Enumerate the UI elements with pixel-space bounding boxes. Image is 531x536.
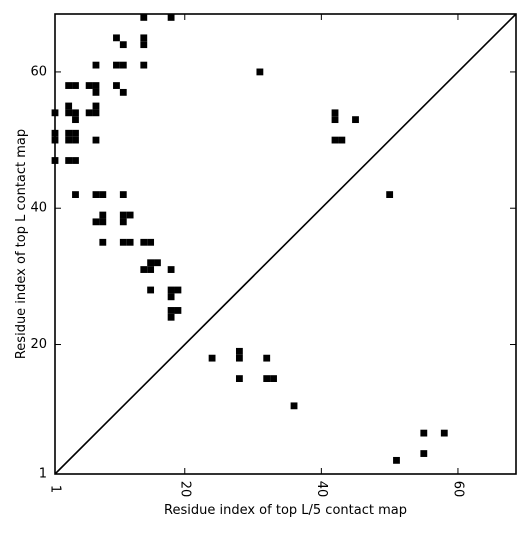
contact-cell-top-L5	[420, 450, 428, 457]
contact-cell-top-L	[65, 82, 73, 89]
contact-cell-top-L5	[263, 354, 271, 362]
contact-cell-top-L	[119, 211, 127, 219]
contact-cell-top-L	[65, 129, 73, 137]
contact-cell-top-L5	[290, 402, 298, 410]
contact-cell-top-L	[140, 266, 148, 273]
contact-cell-top-L	[140, 14, 148, 21]
contact-cell-top-L	[147, 259, 155, 267]
contact-cell-top-L	[99, 211, 107, 219]
contact-cell-top-L5	[235, 354, 243, 362]
contact-cell-top-L	[92, 218, 100, 226]
diagonal-line	[54, 13, 517, 475]
contact-cell-top-L	[140, 61, 148, 69]
contact-cell-top-L	[113, 61, 120, 69]
contact-cell-top-L	[113, 34, 120, 42]
contact-cell-top-L	[72, 82, 79, 89]
contact-cell-top-L	[92, 61, 100, 69]
contact-cell-top-L	[256, 68, 264, 76]
contact-cell-top-L	[174, 307, 182, 314]
contact-cell-top-L	[65, 136, 73, 144]
contact-cell-top-L5	[420, 429, 428, 437]
contact-cell-top-L	[154, 259, 161, 267]
contact-cell-top-L	[119, 238, 127, 246]
contact-cell-top-L5	[393, 456, 400, 464]
y-tick-label: 20	[30, 337, 47, 352]
contact-cell-top-L	[119, 88, 127, 96]
contact-cell-top-L	[72, 109, 79, 117]
contact-cell-top-L	[92, 136, 100, 144]
contact-cell-top-L	[167, 313, 175, 321]
contact-cell-top-L	[167, 286, 175, 294]
contact-cell-top-L	[352, 116, 359, 124]
contact-cell-top-L	[92, 109, 100, 117]
contact-cell-top-L5	[208, 354, 216, 362]
y-tick-label: 60	[30, 64, 47, 79]
contact-cell-top-L	[119, 61, 127, 69]
contact-cell-top-L5	[235, 347, 243, 355]
contact-cell-top-L	[99, 218, 107, 226]
contact-cell-top-L	[331, 136, 339, 144]
x-axis-label: Residue index of top L/5 contact map	[164, 503, 407, 518]
contact-cell-top-L	[119, 218, 127, 226]
contact-cell-top-L	[92, 82, 100, 89]
x-tick-label: 60	[450, 481, 465, 498]
contact-cell-top-L	[147, 286, 155, 294]
contact-cell-top-L	[386, 191, 394, 198]
contact-cell-top-L	[99, 238, 107, 246]
contact-cell-top-L	[113, 82, 120, 89]
contact-cell-top-L	[167, 266, 175, 273]
cells-layer	[51, 14, 448, 464]
contact-cell-top-L	[72, 129, 79, 137]
contact-cell-top-L5	[263, 375, 271, 382]
contact-cell-top-L	[99, 191, 107, 198]
y-tick-label: 40	[30, 201, 47, 216]
x-tick-label: 20	[177, 481, 192, 498]
contact-cell-top-L	[174, 286, 182, 294]
plot-frame	[54, 13, 517, 475]
contact-cell-top-L	[92, 102, 100, 110]
contact-cell-top-L5	[440, 429, 448, 437]
contact-cell-top-L	[72, 136, 79, 144]
contact-cell-top-L	[65, 157, 73, 164]
contact-cell-top-L	[72, 157, 79, 164]
contact-cell-top-L	[331, 116, 339, 124]
contact-cell-top-L	[85, 82, 93, 89]
contact-cell-top-L	[167, 14, 175, 21]
x-tick-label: 40	[314, 481, 329, 498]
contact-cell-top-L	[167, 307, 175, 314]
y-axis-label: Residue index of top L contact map	[14, 129, 29, 359]
contact-cell-top-L	[65, 109, 73, 117]
contact-cell-top-L5	[270, 375, 277, 382]
contact-cell-top-L	[140, 41, 148, 49]
contact-cell-top-L	[72, 116, 79, 124]
ticks-layer: 1 20 40 60 1 20 40 60	[30, 14, 516, 497]
contact-cell-top-L	[140, 34, 148, 42]
contact-cell-top-L	[140, 238, 148, 246]
contact-cell-top-L5	[235, 375, 243, 382]
contact-cell-top-L	[92, 191, 100, 198]
contact-cell-top-L	[119, 191, 127, 198]
contact-cell-top-L	[119, 41, 127, 49]
contact-cell-top-L	[147, 238, 155, 246]
contact-cell-top-L	[126, 211, 134, 219]
contact-cell-top-L	[167, 293, 175, 301]
contact-cell-top-L	[72, 191, 79, 198]
contact-cell-top-L	[65, 102, 73, 110]
contact-cell-top-L	[338, 136, 346, 144]
contact-cell-top-L	[85, 109, 93, 117]
contact-cell-top-L	[331, 109, 339, 117]
contact-cell-top-L	[92, 88, 100, 96]
x-tick-label: 1	[48, 485, 63, 493]
y-tick-label: 1	[39, 467, 47, 482]
contact-cell-top-L	[126, 238, 134, 246]
contact-cell-top-L	[147, 266, 155, 273]
